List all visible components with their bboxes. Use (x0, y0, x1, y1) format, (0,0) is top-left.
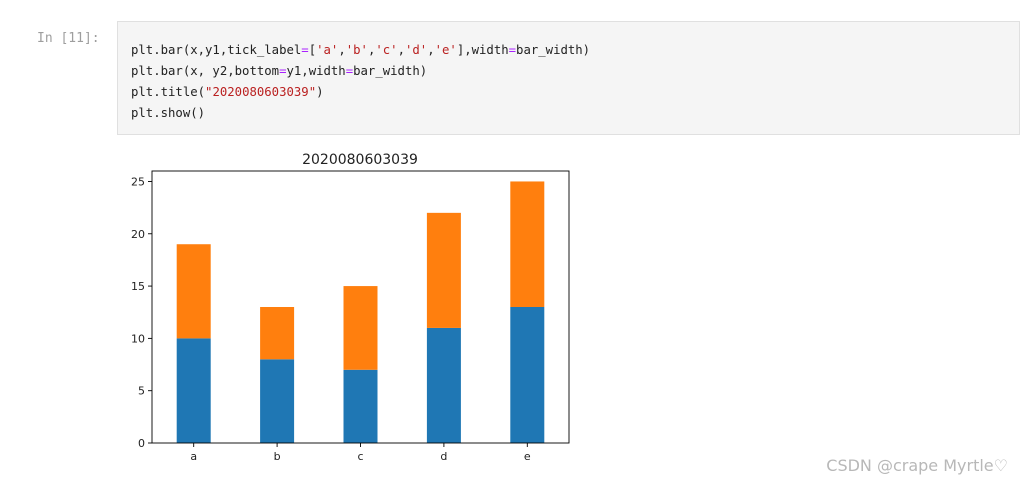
y-tick-label-20: 20 (131, 228, 145, 241)
bar-series1-c (343, 369, 378, 443)
x-tick-label-e: e (524, 450, 531, 463)
code-line-4: plt.show() (131, 106, 206, 120)
code-line-3: plt.title("2020080603039") (131, 85, 324, 99)
bar-series1-e (510, 307, 545, 443)
y-tick-label-25: 25 (131, 175, 145, 188)
x-tick-label-c: c (357, 450, 363, 463)
bar-series2-e (510, 181, 545, 307)
watermark: CSDN @crape Myrtle♡ (826, 456, 1008, 475)
bar-series1-d (426, 327, 461, 443)
chart-title: 2020080603039 (302, 152, 418, 168)
stacked-bar-chart: 2020080603039 0 5 10 15 20 25 a b c d e (131, 152, 570, 463)
bar-series1-b (260, 359, 295, 443)
bar-series2-c (343, 286, 378, 370)
y-tick-label-0: 0 (138, 437, 145, 450)
y-tick-label-5: 5 (138, 385, 145, 398)
x-tick-label-a: a (190, 450, 197, 463)
y-tick-label-10: 10 (131, 332, 145, 345)
bar-series2-a (176, 244, 211, 339)
y-tick-label-15: 15 (131, 280, 145, 293)
code-cell[interactable]: plt.bar(x,y1,tick_label=['a','b','c','d'… (117, 21, 1020, 135)
bar-series2-d (426, 212, 461, 328)
cell-prompt: In [11]: (37, 31, 100, 46)
output-area: 2020080603039 0 5 10 15 20 25 a b c d e (117, 145, 587, 470)
bar-series2-b (260, 307, 295, 360)
x-tick-label-b: b (274, 450, 281, 463)
code-line-1: plt.bar(x,y1,tick_label=['a','b','c','d'… (131, 43, 591, 57)
code-editor[interactable]: plt.bar(x,y1,tick_label=['a','b','c','d'… (131, 40, 590, 124)
code-line-2: plt.bar(x, y2,bottom=y1,width=bar_width) (131, 64, 428, 78)
x-tick-label-d: d (440, 450, 447, 463)
bar-series1-a (176, 338, 211, 443)
